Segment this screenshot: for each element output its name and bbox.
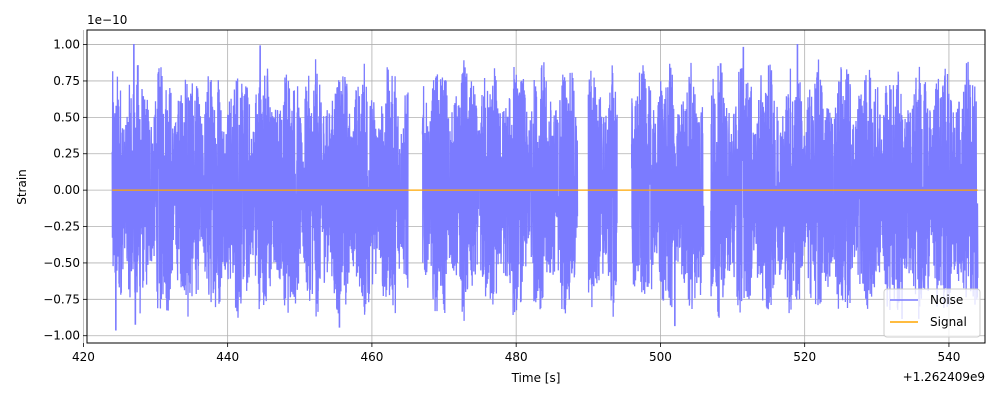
y-tick-label: 1.00 [53, 38, 80, 52]
plot-area [111, 43, 979, 331]
y-tick-label: 0.50 [53, 110, 80, 124]
x-tick-label: 460 [360, 350, 383, 364]
x-tick-label: 540 [937, 350, 960, 364]
x-offset-label: +1.262409e9 [903, 370, 985, 384]
legend-box [883, 288, 981, 338]
x-tick-label: 420 [72, 350, 95, 364]
y-tick-label: −1.00 [43, 329, 80, 343]
y-tick-label: −0.50 [43, 256, 80, 270]
x-tick-label: 440 [216, 350, 239, 364]
legend: Noise Signal [883, 288, 981, 338]
y-tick-label: −0.25 [43, 220, 80, 234]
legend-noise-label: Noise [930, 293, 963, 307]
ticks: 420 440 460 480 500 520 540 −1.00 −0.75 −0.50 −0.2… [43, 38, 960, 364]
legend-signal-label: Signal [930, 315, 967, 329]
y-scale-label: 1e−10 [87, 13, 127, 27]
y-axis-label: Strain [15, 169, 29, 205]
x-tick-label: 520 [793, 350, 816, 364]
x-tick-label: 480 [505, 350, 528, 364]
x-tick-label: 500 [649, 350, 672, 364]
x-axis-label: Time [s] [511, 371, 561, 385]
axes-frame [86, 29, 986, 344]
y-tick-label: −0.75 [43, 292, 80, 306]
y-tick-label: 0.00 [53, 183, 80, 197]
y-tick-label: 0.75 [53, 74, 80, 88]
y-tick-label: 0.25 [53, 147, 80, 161]
